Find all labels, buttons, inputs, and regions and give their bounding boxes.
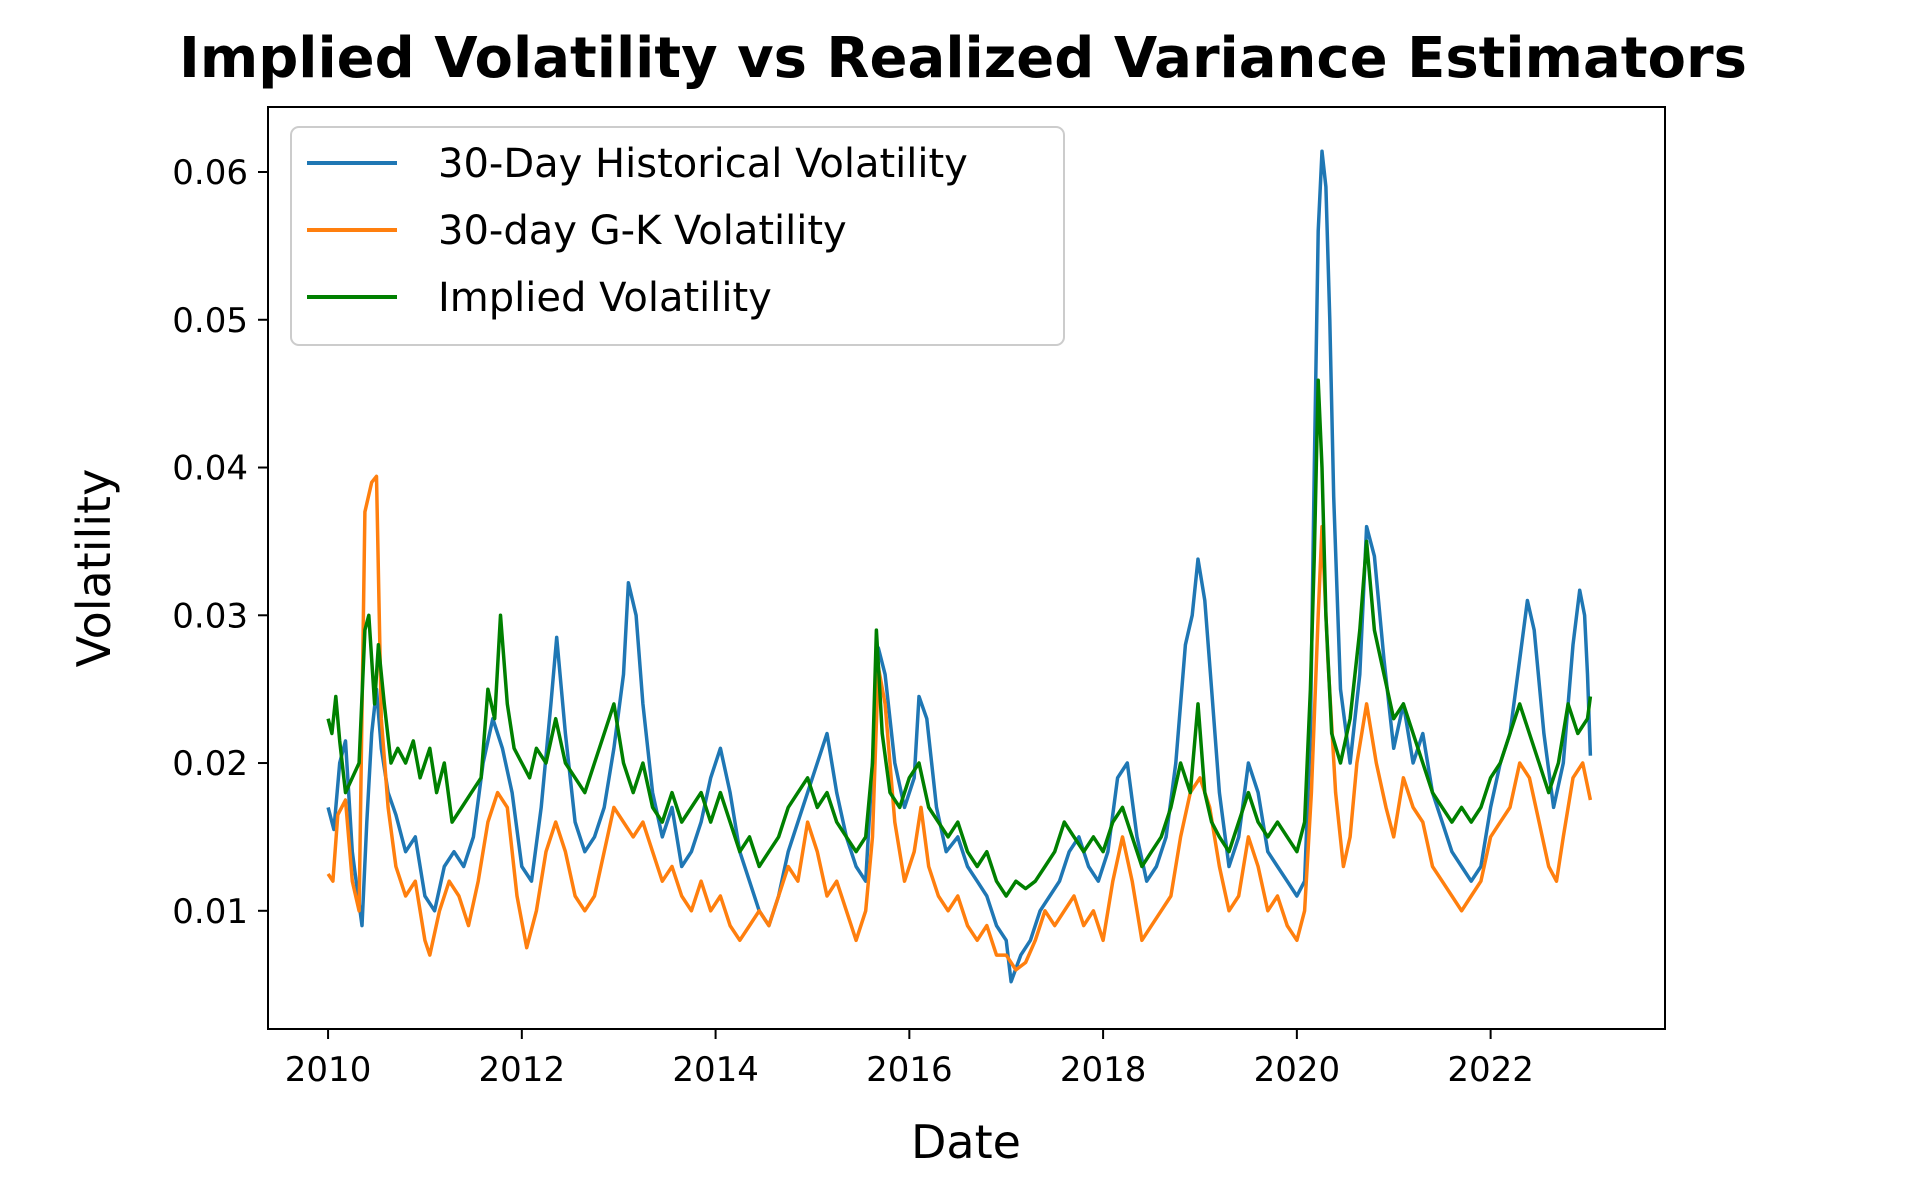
y-tick-label: 0.03 xyxy=(172,596,248,636)
x-axis-ticks: 2010 2012 2014 2016 2018 2020 2022 xyxy=(285,1029,1534,1090)
legend-box xyxy=(290,126,1065,346)
x-tick-label: 2020 xyxy=(1254,1050,1341,1090)
chart-title: Implied Volatility vs Realized Variance … xyxy=(179,26,1747,91)
series-line-implied xyxy=(326,378,1593,898)
x-tick-label: 2014 xyxy=(672,1050,759,1090)
plot-lines xyxy=(326,149,1593,984)
y-tick-label: 0.01 xyxy=(172,892,248,932)
axes-frame xyxy=(267,106,1666,1030)
x-tick-label: 2022 xyxy=(1447,1050,1534,1090)
y-tick-label: 0.05 xyxy=(172,301,248,341)
legend: 30-Day Historical Volatility 30-day G-K … xyxy=(290,126,1065,346)
y-axis-ticks: 0.01 0.02 0.03 0.04 0.05 0.06 xyxy=(172,153,268,932)
y-tick-label: 0.06 xyxy=(172,153,248,193)
x-tick-label: 2016 xyxy=(866,1050,953,1090)
series-line-historical xyxy=(326,149,1593,984)
x-axis-label: Date xyxy=(911,1115,1021,1169)
y-tick-label: 0.04 xyxy=(172,449,248,489)
legend-label-implied: Implied Volatility xyxy=(438,275,772,321)
x-tick-label: 2012 xyxy=(479,1050,566,1090)
x-tick-label: 2010 xyxy=(285,1050,372,1090)
legend-label-gk: 30-day G-K Volatility xyxy=(438,208,847,254)
y-axis-label: Volatility xyxy=(67,469,121,668)
series-line-gk xyxy=(326,474,1593,972)
y-tick-label: 0.02 xyxy=(172,744,248,784)
legend-label-historical: 30-Day Historical Volatility xyxy=(438,141,968,187)
x-tick-label: 2018 xyxy=(1060,1050,1147,1090)
